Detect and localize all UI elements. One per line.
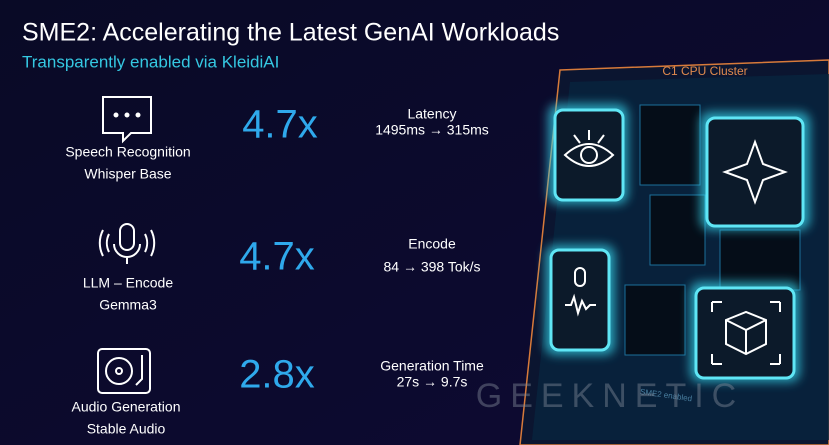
workload-name: Audio Generation (72, 399, 181, 415)
workload-model: Stable Audio (87, 421, 166, 437)
watermark: GEEKNETIC (476, 377, 744, 415)
speech-icon (102, 96, 152, 144)
mic-icon (98, 223, 156, 264)
workload-name: LLM – Encode (83, 275, 173, 291)
subtitle: Transparently enabled via KleidiAI (22, 52, 279, 71)
metrics: Speech Recognition Whisper Base 4.7x Lat… (65, 103, 488, 437)
workload-name: Speech Recognition (65, 144, 190, 160)
speedup: 4.7x (239, 235, 315, 279)
speedup: 4.7x (242, 103, 318, 147)
metric-detail: 1495ms → 315ms (375, 122, 489, 138)
speedup: 2.8x (239, 353, 315, 397)
workload-model: Whisper Base (84, 166, 171, 182)
metric: Encode (408, 236, 456, 252)
chip-illustration: C1 CPU Cluster SME2 enabled (519, 59, 829, 445)
workload-model: Gemma3 (99, 297, 157, 313)
title: SME2: Accelerating the Latest GenAI Work… (22, 19, 559, 47)
metric: Generation Time (380, 358, 484, 374)
turntable-icon (97, 348, 151, 394)
chip-label: C1 CPU Cluster (662, 64, 747, 78)
metric: Latency (407, 106, 456, 122)
metric-detail: 84 → 398 Tok/s (383, 259, 480, 275)
metric-detail: 27s → 9.7s (397, 374, 468, 390)
